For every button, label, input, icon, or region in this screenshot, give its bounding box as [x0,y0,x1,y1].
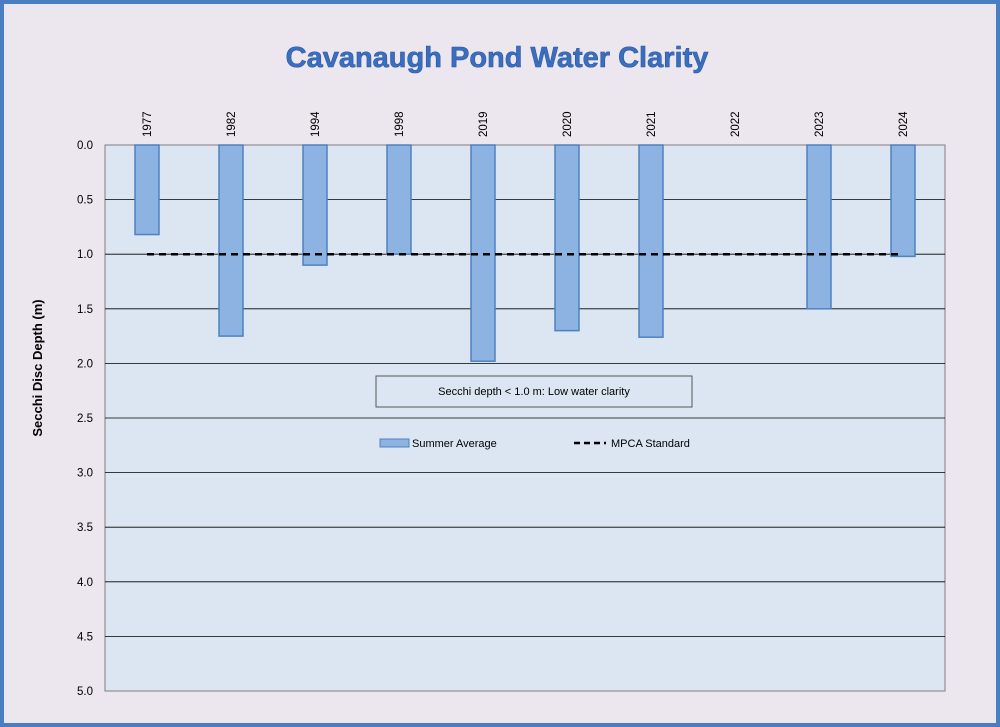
annotation-text: Secchi depth < 1.0 m: Low water clarity [438,386,630,398]
y-tick-labels: 0.0 0.5 1.0 1.5 2.0 2.5 3.0 3.5 4.0 4.5 5.0 [77,140,93,698]
bar-2020 [554,144,580,332]
legend: Summer Average MPCA Standard [379,438,690,450]
y-tick-label: 3.5 [77,522,93,534]
x-tick-label: 1982 [226,111,238,137]
bar-2023 [806,144,832,310]
y-tick-label: 3.0 [77,468,93,480]
x-tick-label: 2020 [562,111,574,137]
x-tick-label: 2019 [478,111,490,137]
annotation-border [375,375,693,408]
bar-1977 [134,144,160,236]
x-tick-labels: 1977 1982 1994 1998 2019 2020 2021 2022 2023 2024 [142,111,910,137]
y-tick-label: 0.5 [77,195,93,207]
chart-title: Cavanaugh Pond Water Clarity [286,42,709,74]
bar-1994 [302,144,328,266]
bar-2021 [638,144,664,338]
x-tick-label: 2021 [646,111,658,137]
legend-label-summer-average: Summer Average [412,438,497,450]
x-tick-label: 1998 [394,111,406,137]
y-tick-label: 1.0 [77,249,93,261]
y-tick-label: 4.0 [77,577,93,589]
x-tick-label: 2024 [898,111,910,137]
y-tick-label: 5.0 [77,686,93,698]
y-tick-label: 2.5 [77,413,93,425]
bar-2024 [890,144,916,258]
legend-label-mpca-standard: MPCA Standard [611,438,690,450]
y-axis-label: Secchi Disc Depth (m) [30,299,45,436]
x-tick-label: 2022 [730,111,742,137]
y-tick-label: 4.5 [77,631,93,643]
y-tick-label: 1.5 [77,304,93,316]
x-tick-label: 2023 [814,111,826,137]
legend-swatch-bar [379,438,410,448]
bar-1998 [386,144,412,255]
x-tick-label: 1977 [142,111,154,137]
y-tick-label: 0.0 [77,140,93,152]
annotation-box: Secchi depth < 1.0 m: Low water clarity [375,375,693,408]
bars [134,144,916,362]
y-tick-label: 2.0 [77,358,93,370]
x-tick-label: 1994 [310,111,322,137]
bar-1982 [218,144,244,337]
